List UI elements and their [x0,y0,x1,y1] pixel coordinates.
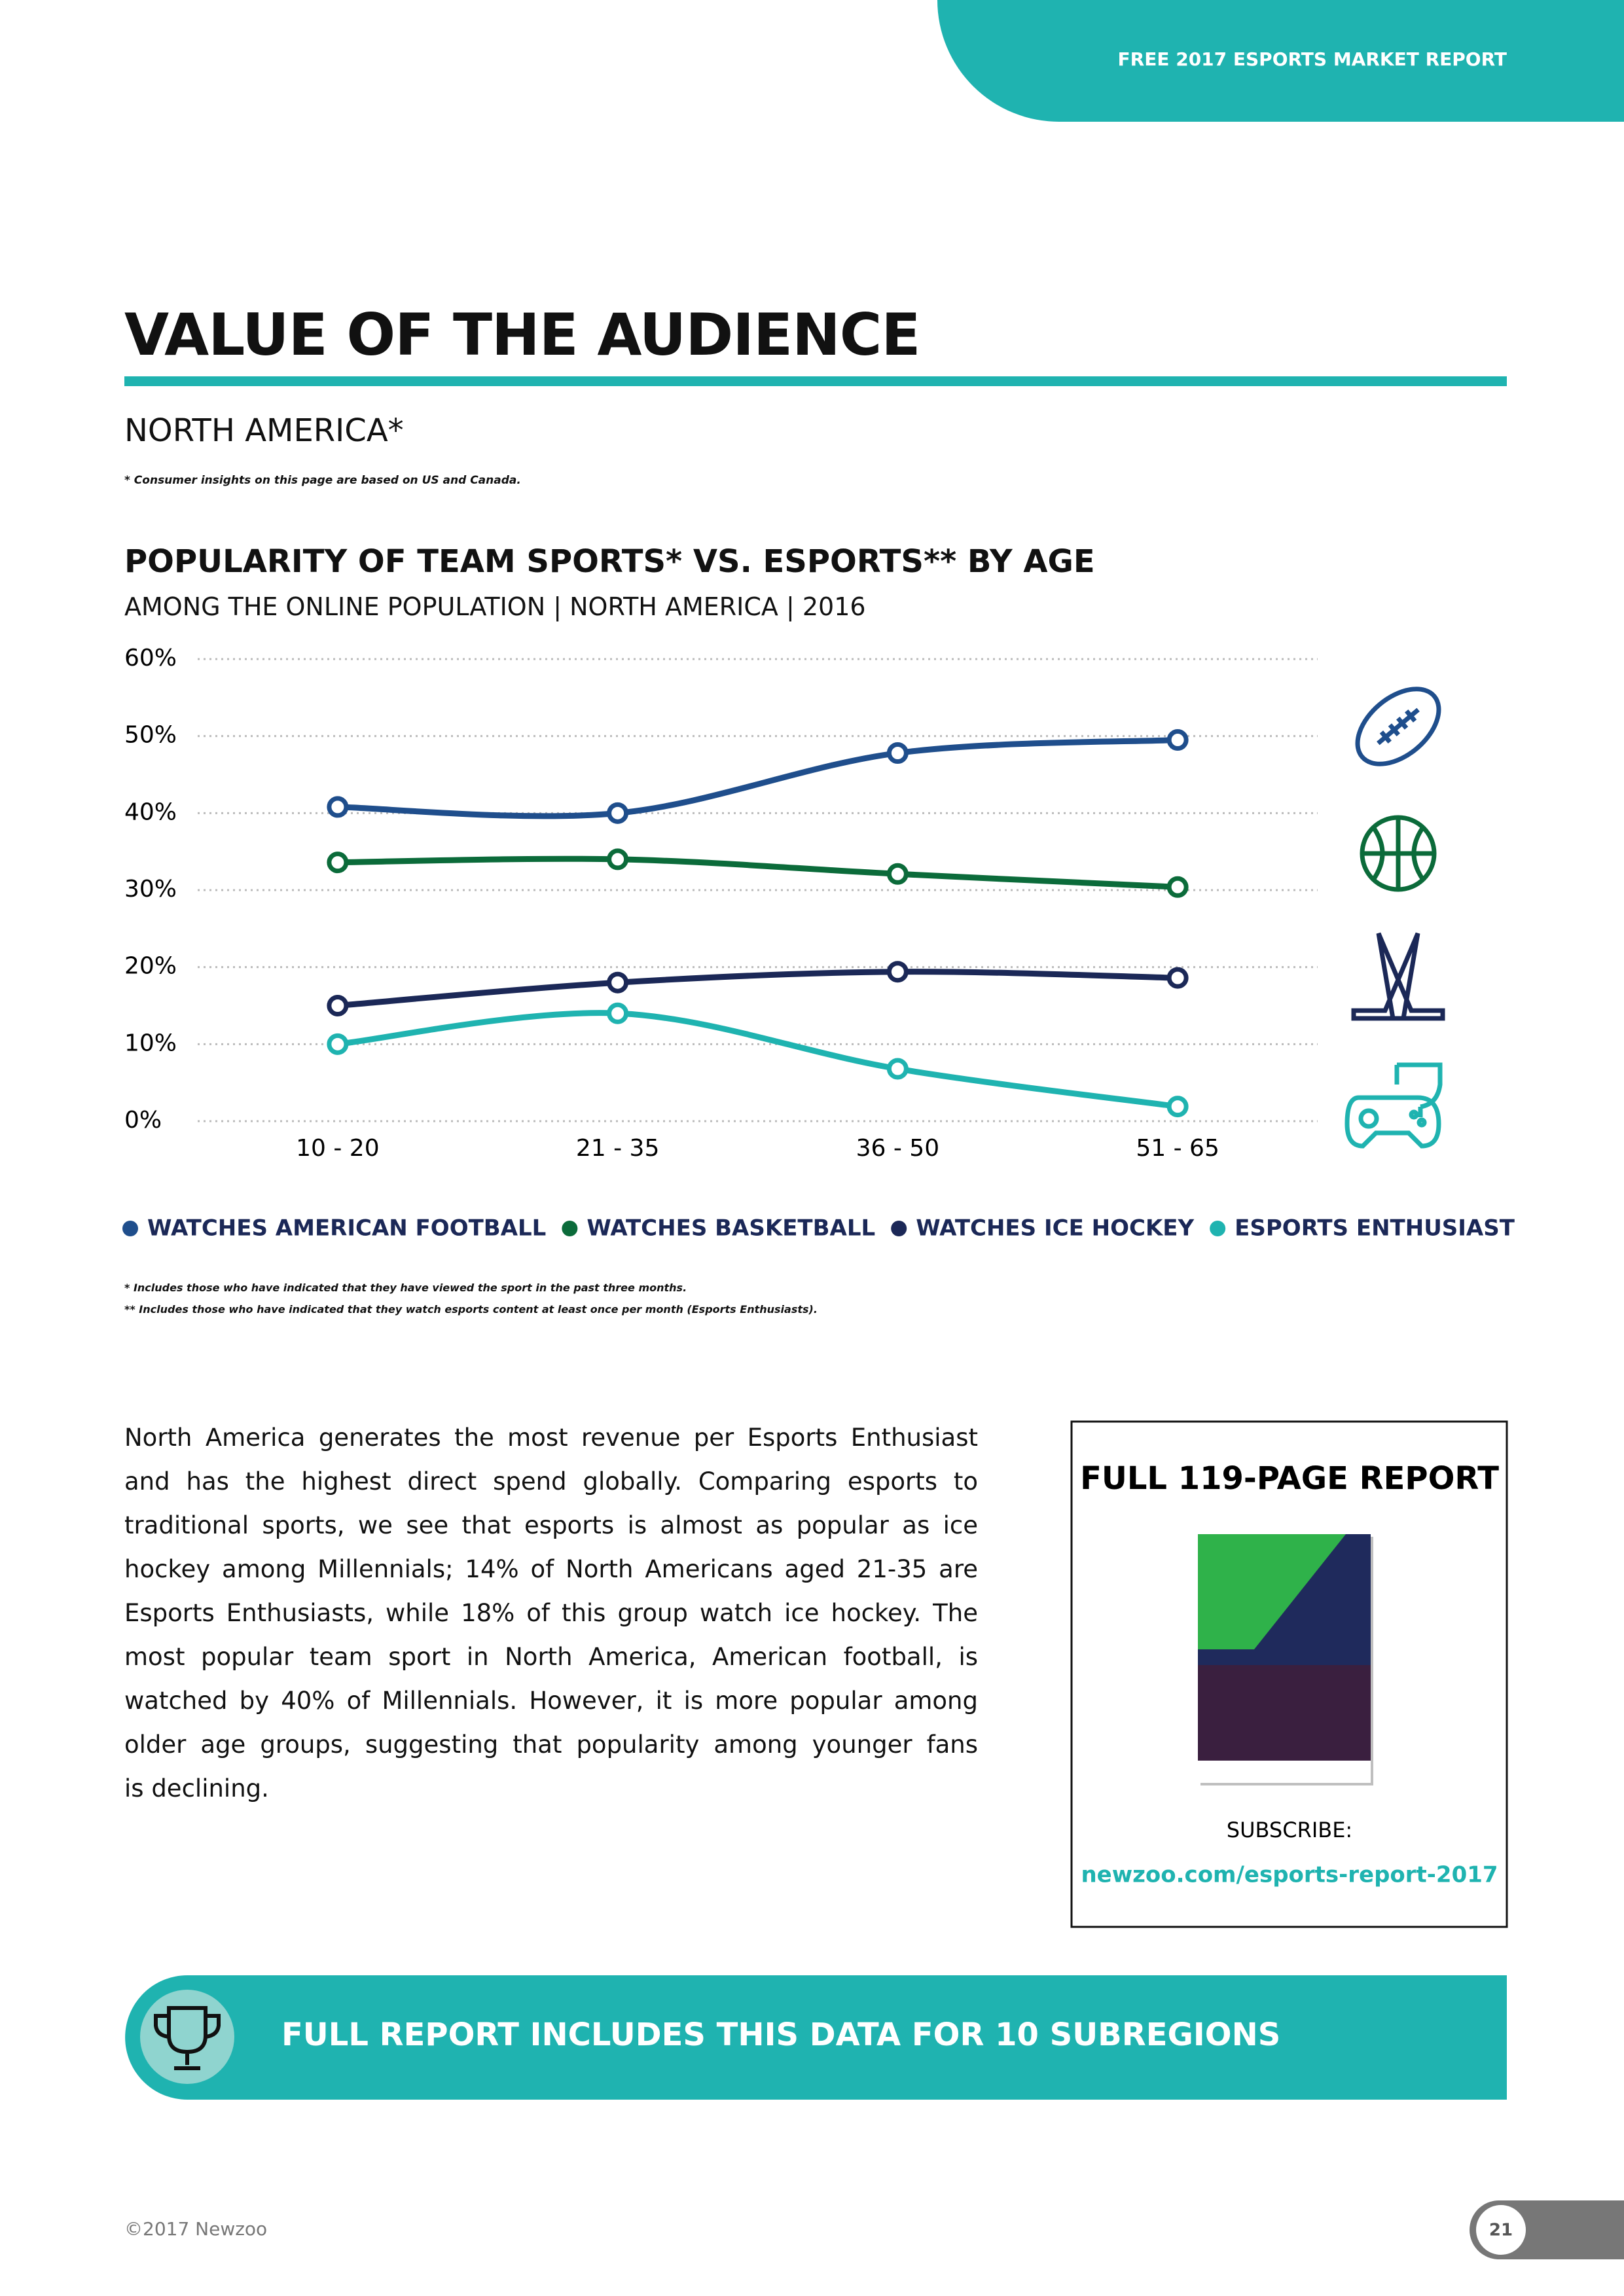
data-point [327,796,349,818]
data-point [886,863,909,885]
data-point [607,1002,629,1024]
report-link[interactable]: newzoo.com/esports-report-2017 [1081,1862,1498,1888]
x-tick-label: 21 - 35 [576,1135,660,1162]
data-point [886,961,909,983]
region: NORTH AMERICA* [124,412,404,449]
footnote: * Includes those who have indicated that… [124,1282,687,1294]
y-tick-label: 40% [124,798,177,825]
chart-subtitle: AMONG THE ONLINE POPULATION | NORTH AMER… [124,592,866,621]
series-line [337,969,1178,1009]
body-line: most popular team sport in North America… [124,1643,978,1671]
region-note: * Consumer insights on this page are bas… [124,474,521,487]
chart-title: POPULARITY OF TEAM SPORTS* VS. ESPORTS**… [124,543,1095,580]
basketball-icon [1360,815,1437,892]
body-line: is declining. [124,1774,269,1803]
data-point [1166,967,1189,989]
x-tick-label: 36 - 50 [856,1135,940,1162]
promo-title: FULL 119-PAGE REPORT [1080,1460,1499,1497]
data-point [607,971,629,994]
data-point [327,852,349,874]
body-line: traditional sports, we see that esports … [124,1511,978,1539]
body-line: and has the highest direct spend globall… [124,1467,978,1496]
y-tick-label: 0% [124,1107,162,1134]
body-line: Esports Enthusiasts, while 18% of this g… [124,1599,978,1627]
body-line: hockey among Millennials; 14% of North A… [124,1555,978,1583]
copyright: ©2017 Newzoo [124,2218,267,2240]
page-circle [1476,2205,1526,2255]
data-point [1166,729,1189,751]
data-point [1166,1096,1189,1118]
y-tick-label: 50% [124,722,177,749]
x-tick-label: 10 - 20 [296,1135,380,1162]
y-tick-label: 20% [124,953,177,980]
data-point [1166,876,1189,898]
title-rule [124,376,1507,386]
banner-text: FULL REPORT INCLUDES THIS DATA FOR 10 SU… [281,2017,1280,2053]
banner-icon-bg [140,1990,234,2084]
subscribe-label: SUBSCRIBE: [1227,1818,1352,1842]
series-line [337,855,1178,890]
banner [125,1975,1507,2100]
report-cover [1198,1534,1373,1785]
legend-marker [122,1221,138,1236]
y-tick-label: 10% [124,1030,177,1056]
body-line: North America generates the most revenue… [124,1424,978,1452]
header-tag: FREE 2017 ESPORTS MARKET REPORT [1118,48,1507,70]
esports-icon [1344,1062,1443,1149]
sport-icons [1344,687,1445,1149]
x-tick-label: 51 - 65 [1136,1135,1219,1162]
legend-label: WATCHES ICE HOCKEY [916,1215,1194,1242]
data-point [327,995,349,1016]
data-point [886,742,909,764]
page-number: 21 [1489,2221,1513,2240]
legend-marker [1210,1221,1226,1236]
trophy-icon [154,2006,221,2070]
hockey-icon [1351,932,1445,1021]
y-tick-label: 30% [124,876,177,903]
promo-box [1070,1420,1508,1928]
legend-label: WATCHES BASKETBALL [586,1215,875,1242]
football-icon [1355,687,1441,766]
data-point [327,1033,349,1055]
body-text: North America generates the most revenue… [124,1416,978,1810]
legend-marker [891,1221,907,1236]
data-point [886,1058,909,1080]
legend-marker [562,1221,578,1236]
y-tick-label: 60% [124,645,177,672]
legend-label: WATCHES AMERICAN FOOTBALL [147,1215,546,1242]
body-line: watched by 40% of Millennials. However, … [124,1687,978,1715]
header-band [937,0,1624,122]
series-line [337,1010,1178,1110]
series-line [337,737,1178,819]
data-point [607,802,629,824]
data-point [607,848,629,870]
body-line: older age groups, suggesting that popula… [124,1731,978,1759]
legend-label: ESPORTS ENTHUSIAST [1235,1215,1515,1242]
footnote: ** Includes those who have indicated tha… [124,1303,818,1316]
page-title: VALUE OF THE AUDIENCE [124,301,920,368]
